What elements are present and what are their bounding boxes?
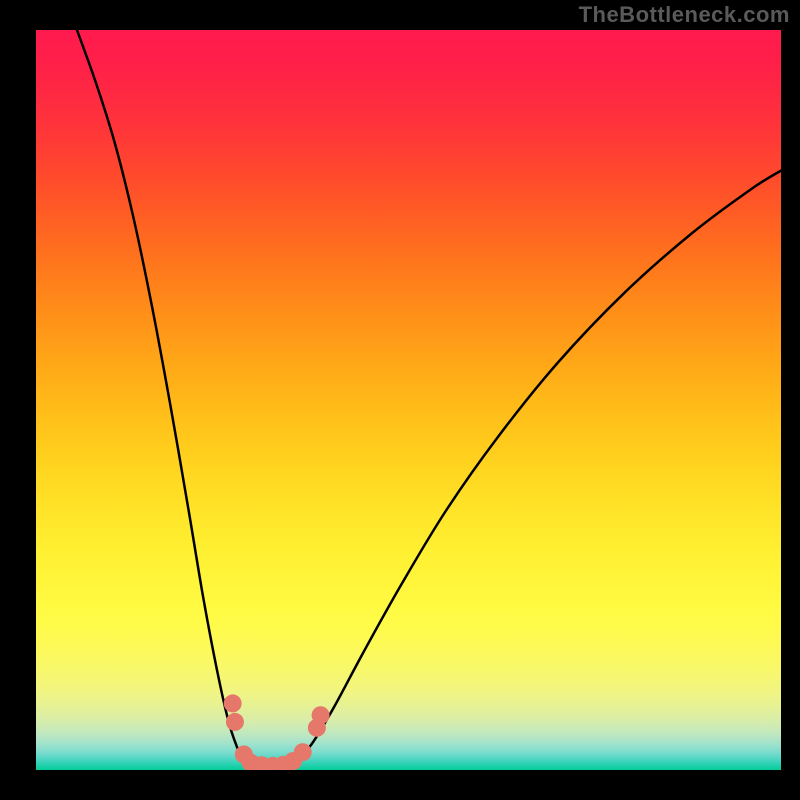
chart-svg xyxy=(36,30,781,770)
watermark-text: TheBottleneck.com xyxy=(579,2,790,28)
data-marker xyxy=(224,694,242,712)
data-marker xyxy=(294,743,312,761)
figure-container: TheBottleneck.com xyxy=(0,0,800,800)
data-marker xyxy=(312,706,330,724)
heatmap-background xyxy=(36,30,781,770)
data-marker xyxy=(226,713,244,731)
plot-area xyxy=(36,30,781,770)
